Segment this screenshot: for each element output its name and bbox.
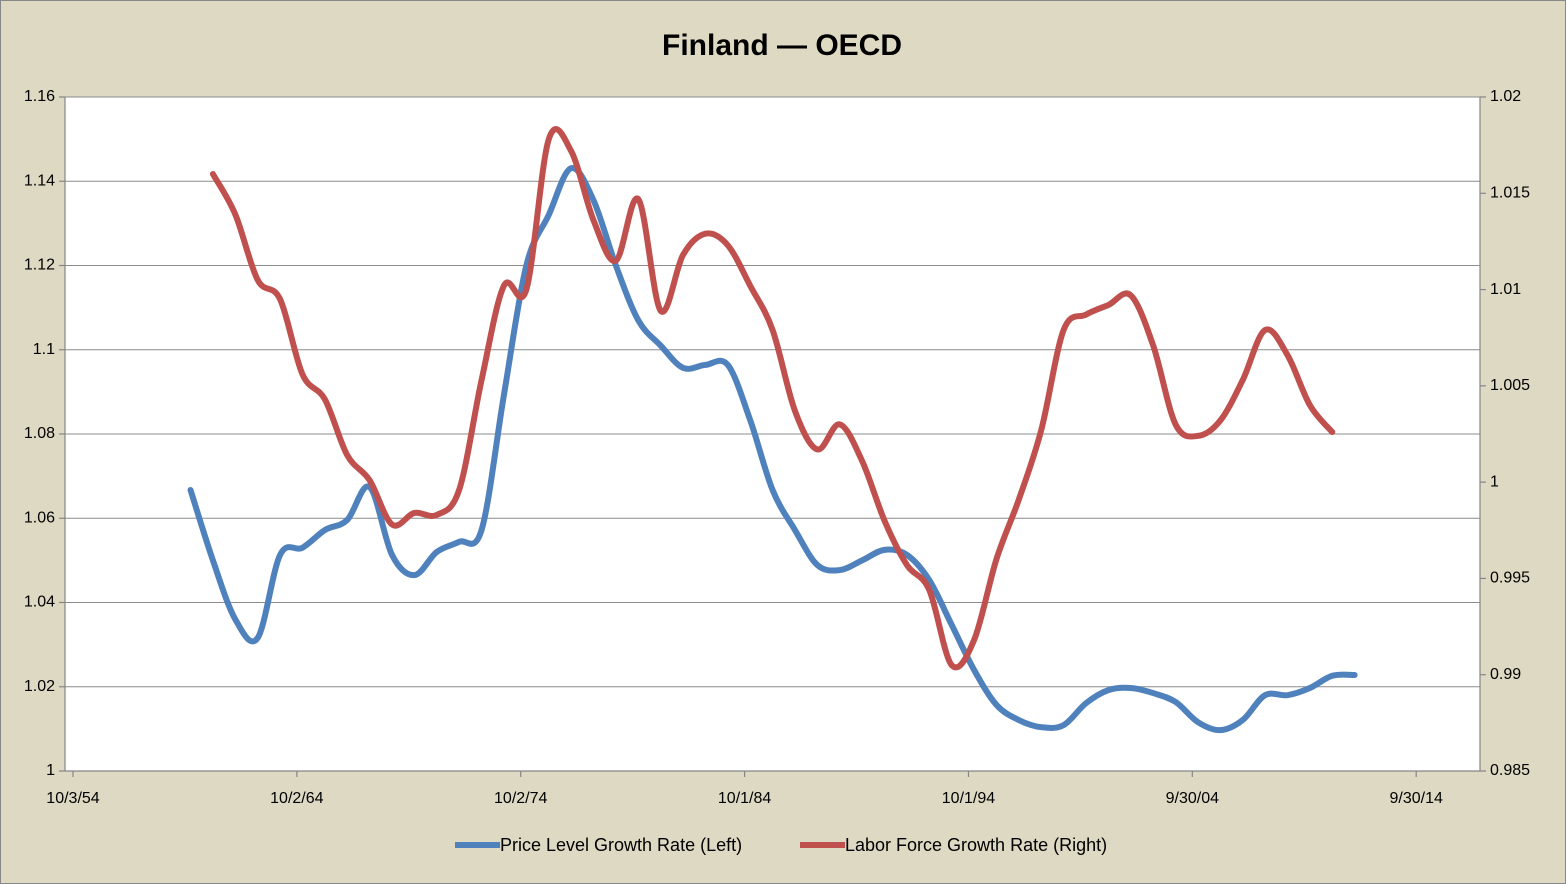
- x-tick-label: 10/1/94: [942, 790, 995, 807]
- y2-tick-label: 1.02: [1490, 88, 1521, 105]
- data-line: [209, 126, 1336, 671]
- y-tick-label: 1.08: [24, 425, 55, 442]
- legend-label: Price Level Growth Rate (Left): [500, 835, 742, 855]
- y-tick-label: 1.14: [24, 172, 55, 189]
- x-tick-label: 10/2/74: [494, 790, 547, 807]
- x-tick-label: 10/3/54: [46, 790, 99, 807]
- y-tick-label: 1.04: [24, 594, 55, 611]
- y-tick-label: 1.06: [24, 509, 55, 526]
- y-tick-label: 1: [46, 762, 55, 779]
- y-tick-label: 1.12: [24, 257, 55, 274]
- x-tick-label: 10/2/64: [270, 790, 323, 807]
- x-tick-label: 9/30/04: [1166, 790, 1219, 807]
- y2-tick-label: 0.99: [1490, 666, 1521, 683]
- chart-title: Finland — OECD: [662, 29, 902, 62]
- legend-label: Labor Force Growth Rate (Right): [845, 835, 1107, 855]
- y-tick-label: 1.16: [24, 88, 55, 105]
- y2-tick-label: 1.015: [1490, 185, 1530, 202]
- y2-tick-label: 0.985: [1490, 762, 1530, 779]
- x-tick-label: 9/30/14: [1390, 790, 1443, 807]
- y2-tick-label: 0.995: [1490, 570, 1530, 587]
- y2-tick-label: 1: [1490, 473, 1499, 490]
- y2-tick-label: 1.005: [1490, 377, 1530, 394]
- y2-tick-label: 1.01: [1490, 281, 1521, 298]
- data-line: [187, 165, 1358, 734]
- y-tick-label: 1.02: [24, 678, 55, 695]
- y-tick-label: 1.1: [33, 341, 55, 358]
- x-tick-label: 10/1/84: [718, 790, 771, 807]
